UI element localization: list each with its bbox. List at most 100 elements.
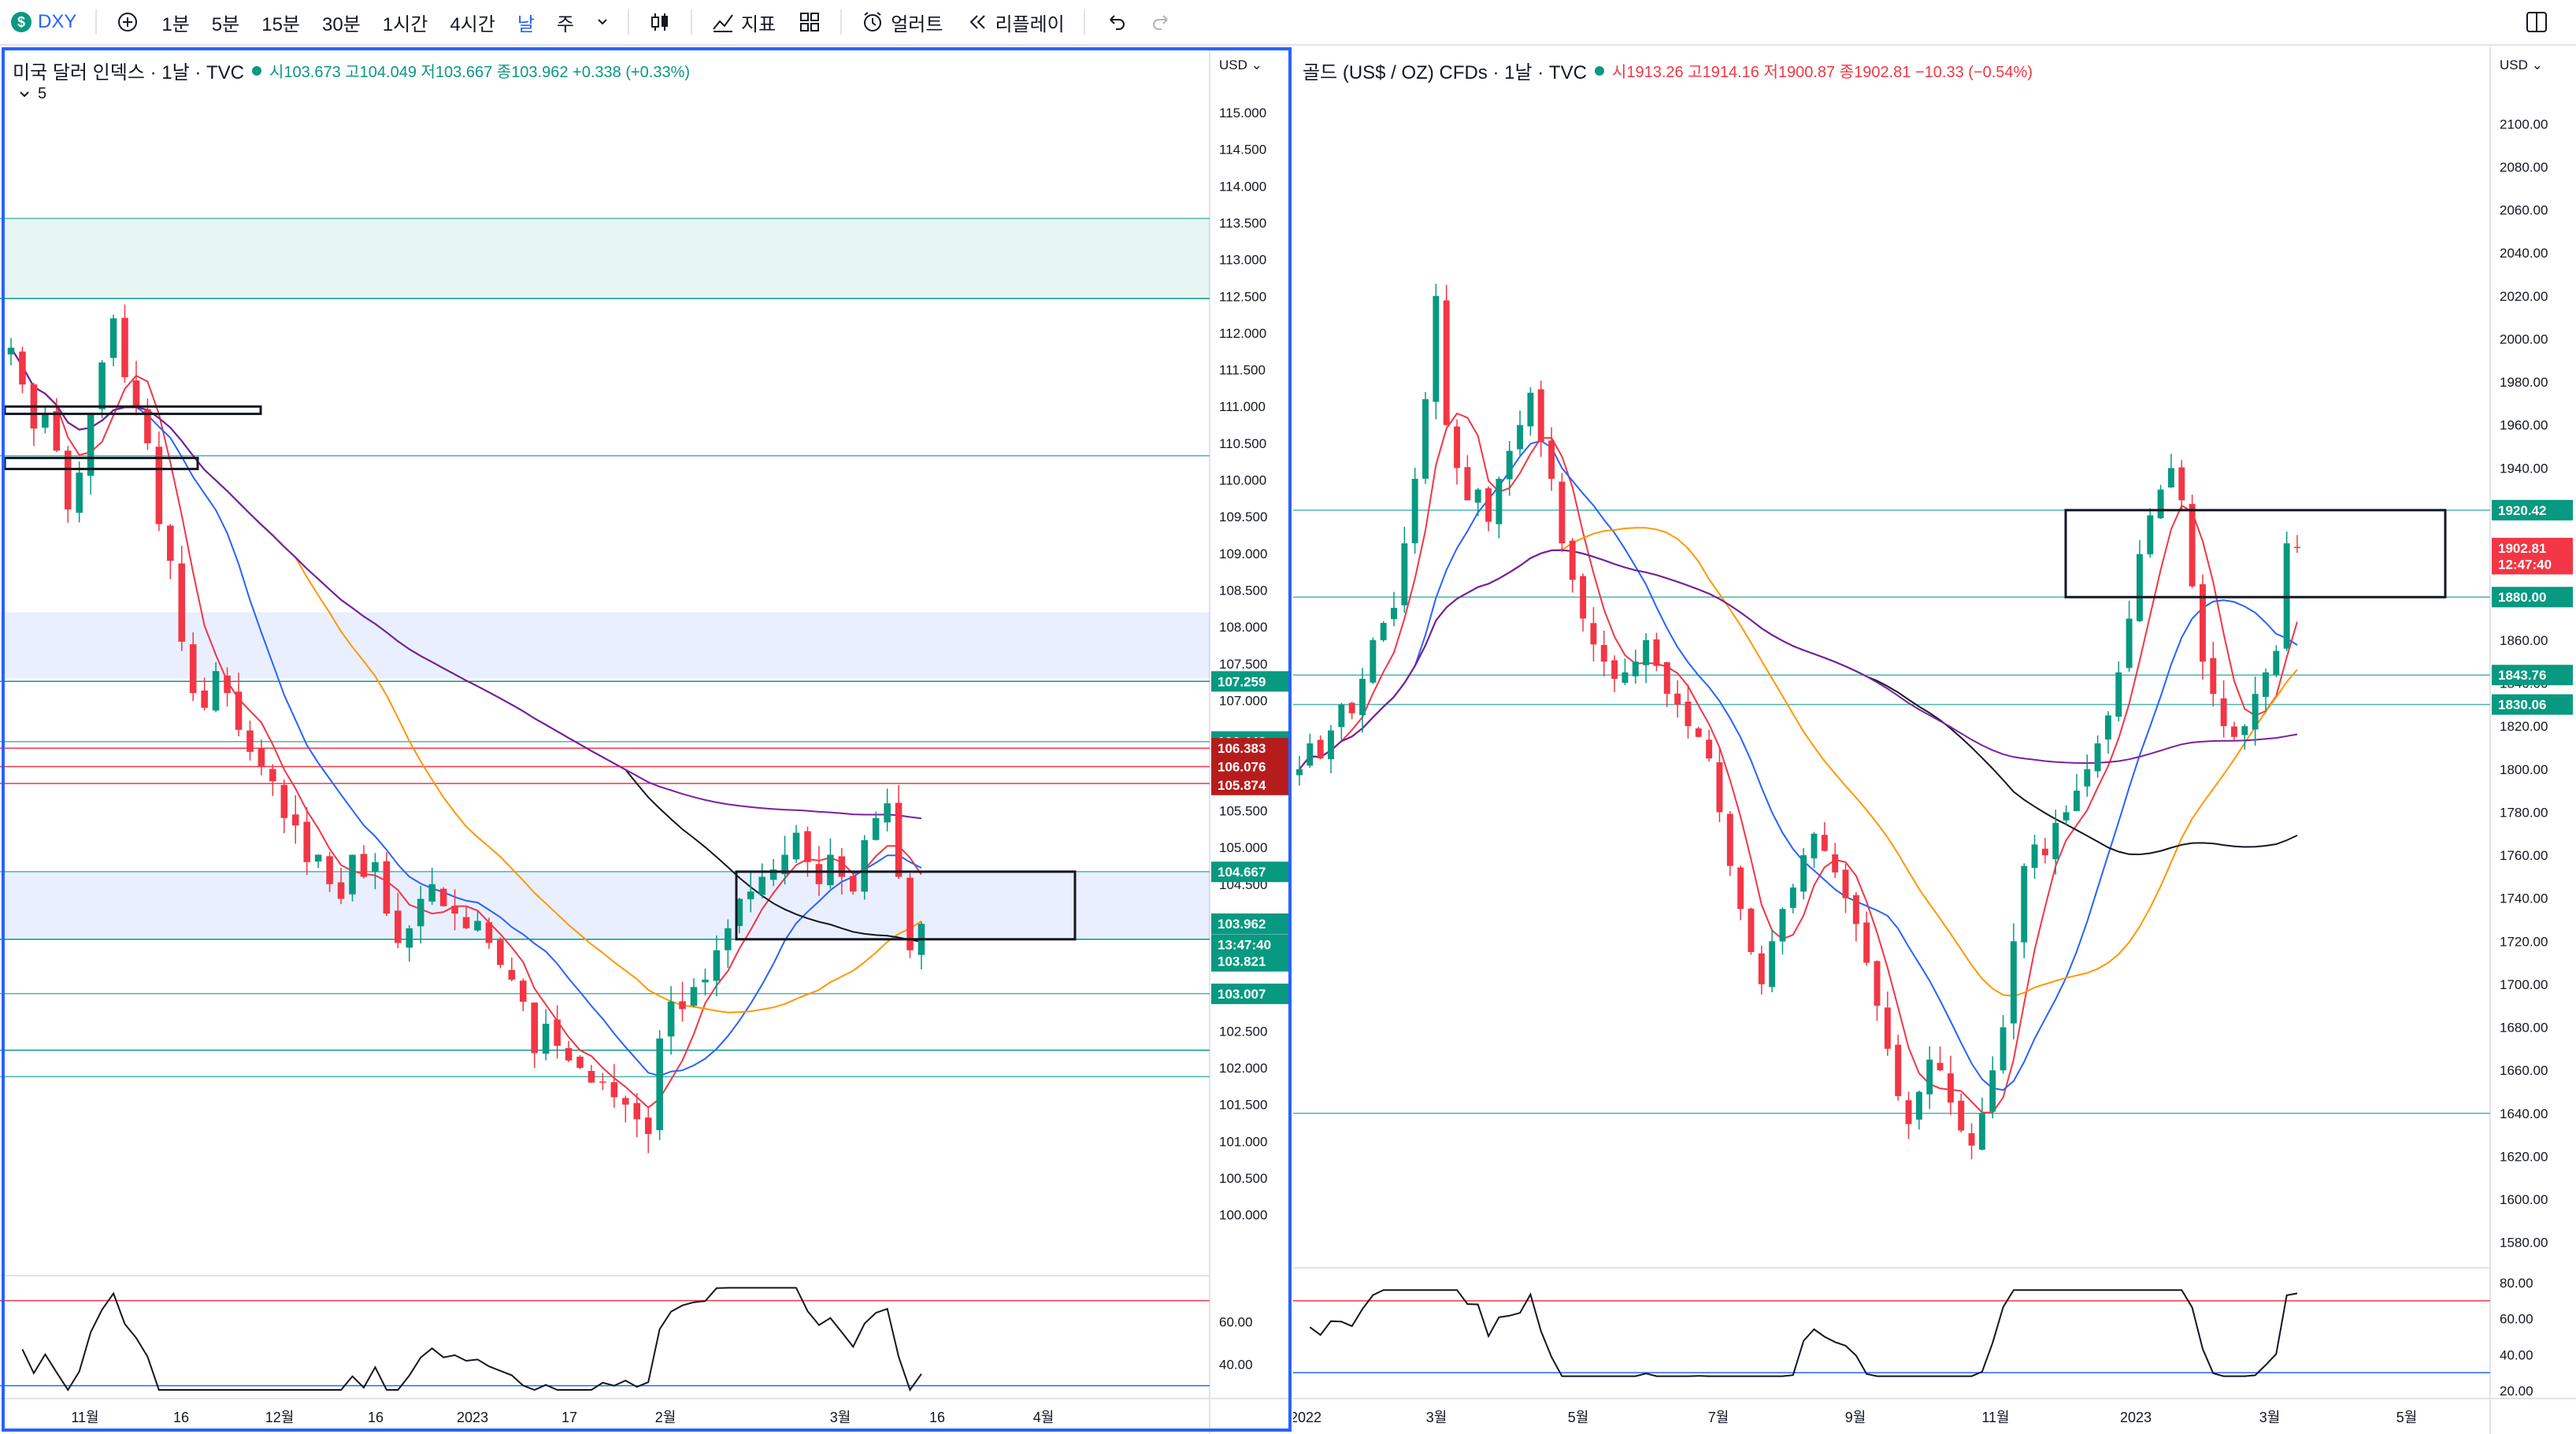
layout-icon xyxy=(800,13,820,31)
price-label-bg xyxy=(1211,950,1288,972)
top-toolbar: $ DXY 1분 5분 15분 30분 1시간 4시간 날 주 지표 얼러트 리… xyxy=(0,0,2576,46)
candle-body xyxy=(1391,607,1397,620)
candle-body xyxy=(485,922,493,943)
candle-body xyxy=(1821,835,1828,851)
undo-button[interactable] xyxy=(1093,10,1139,34)
candle-body xyxy=(144,409,151,443)
indicators-button[interactable]: 지표 xyxy=(700,9,787,36)
alert-button[interactable]: 얼러트 xyxy=(850,9,954,36)
replay-button[interactable]: 리플레이 xyxy=(954,9,1075,36)
candle-body xyxy=(2021,865,2028,943)
price-label-bg xyxy=(2492,587,2573,608)
time-tick-label: 5월 xyxy=(1568,1410,1589,1425)
redo-button[interactable] xyxy=(1139,10,1184,34)
interval-label: 1분 xyxy=(161,13,190,35)
layout-button[interactable] xyxy=(787,10,832,34)
symbol-search[interactable]: $ DXY xyxy=(0,11,87,33)
split-view-button[interactable] xyxy=(2513,9,2560,35)
low-label: 저 xyxy=(1763,64,1778,81)
candle-body xyxy=(508,969,516,980)
high-value: 104.049 xyxy=(359,64,417,81)
interval-15m[interactable]: 15분 xyxy=(250,9,311,36)
candle-body xyxy=(1779,909,1786,942)
price-tick-label: 2020.00 xyxy=(2500,289,2548,304)
candle-body xyxy=(1485,488,1492,522)
candle-body xyxy=(2178,467,2185,501)
gold-chart[interactable]: 2100.00 2080.00 2060.00 2040.00 2020.00 2000.… xyxy=(1293,47,2576,1434)
price-tick-label: 1780.00 xyxy=(2500,805,2548,820)
candle-body xyxy=(554,1019,561,1047)
candle-body xyxy=(53,411,61,451)
candle-body xyxy=(2084,769,2091,787)
candle-body xyxy=(2241,726,2248,736)
time-tick-label: 4월 xyxy=(1033,1410,1054,1425)
interval-1w[interactable]: 주 xyxy=(546,9,585,36)
interval-1h[interactable]: 1시간 xyxy=(372,9,439,36)
time-tick-label: 2022 xyxy=(1293,1410,1321,1425)
time-tick-label: 11월 xyxy=(1981,1410,2009,1425)
interval-30m[interactable]: 30분 xyxy=(311,9,372,36)
price-tick-label: 102.000 xyxy=(1219,1061,1267,1076)
low-label: 저 xyxy=(421,64,436,81)
candle-body xyxy=(747,891,754,899)
chart-type-button[interactable] xyxy=(637,10,683,34)
candle-body xyxy=(1580,576,1587,619)
change-value: +0.338 (+0.33%) xyxy=(573,64,691,81)
candle-body xyxy=(291,814,299,826)
undo-icon xyxy=(1110,15,1125,30)
candle-body xyxy=(1317,739,1324,759)
candle-body xyxy=(838,856,846,877)
interval-5m[interactable]: 5분 xyxy=(201,9,250,36)
time-tick-label: 2월 xyxy=(655,1410,676,1425)
price-label-bg xyxy=(1211,862,1288,883)
candle-body xyxy=(2147,515,2154,554)
interval-dropdown[interactable] xyxy=(585,16,620,28)
time-tick-label: 17 xyxy=(562,1410,577,1425)
candle-body xyxy=(2031,844,2038,869)
price-tick-label: 1800.00 xyxy=(2500,762,2548,777)
candle-body xyxy=(246,730,254,752)
candle-body xyxy=(372,862,379,873)
candle-body xyxy=(531,1002,538,1054)
price-label-bg xyxy=(1211,774,1288,795)
price-tick-label: 111.000 xyxy=(1219,399,1266,414)
time-tick-label: 11월 xyxy=(71,1410,98,1425)
interval-4h[interactable]: 4시간 xyxy=(439,9,506,36)
candle-body xyxy=(155,447,163,524)
candle-body xyxy=(212,671,220,711)
candle-body xyxy=(428,884,436,902)
candle-body xyxy=(1443,300,1450,425)
candle-body xyxy=(2052,823,2059,860)
indicator-collapse-toggle[interactable]: 5 xyxy=(19,85,46,103)
interval-1d[interactable]: 날 xyxy=(506,9,546,36)
candle-body xyxy=(417,899,424,927)
currency-selector: USD ⌄ xyxy=(2500,57,2543,72)
price-tick-label: 1760.00 xyxy=(2500,848,2548,863)
price-tick-label: 108.000 xyxy=(1219,620,1267,635)
candle-body xyxy=(633,1102,641,1120)
candle-body xyxy=(1884,1007,1891,1049)
moving-average-line xyxy=(1299,549,2298,856)
price-tick-label: 115.000 xyxy=(1219,106,1266,120)
compare-button[interactable] xyxy=(105,10,150,34)
price-tick-label: 1960.00 xyxy=(2500,418,2548,433)
candle-body xyxy=(337,882,345,899)
gold-title: 골드 (US$ / OZ) CFDs · 1날 · TVC xyxy=(1303,62,1587,83)
candle-body xyxy=(474,921,481,931)
price-tick-label: 2100.00 xyxy=(2500,117,2548,132)
price-tick-label: 112.500 xyxy=(1219,289,1266,304)
close-value: 1902.81 xyxy=(1854,64,1911,81)
rsi-line xyxy=(1309,1289,2298,1377)
time-tick-label: 3월 xyxy=(1426,1410,1447,1425)
close-label: 종 xyxy=(1839,64,1855,81)
candle-body xyxy=(713,950,721,981)
price-label: 1843.76 xyxy=(2498,668,2546,683)
candle-body xyxy=(679,1001,686,1010)
interval-1m[interactable]: 1분 xyxy=(150,9,200,36)
time-tick-label: 12월 xyxy=(265,1410,295,1425)
dxy-chart[interactable]: 115.000 114.500 114.000 113.500 113.000 112.5… xyxy=(0,47,1292,1434)
candle-body xyxy=(2073,791,2080,812)
price-tick-label: 1620.00 xyxy=(2500,1149,2548,1164)
price-label: 1902.81 xyxy=(2498,541,2546,556)
candle-body xyxy=(850,876,857,892)
